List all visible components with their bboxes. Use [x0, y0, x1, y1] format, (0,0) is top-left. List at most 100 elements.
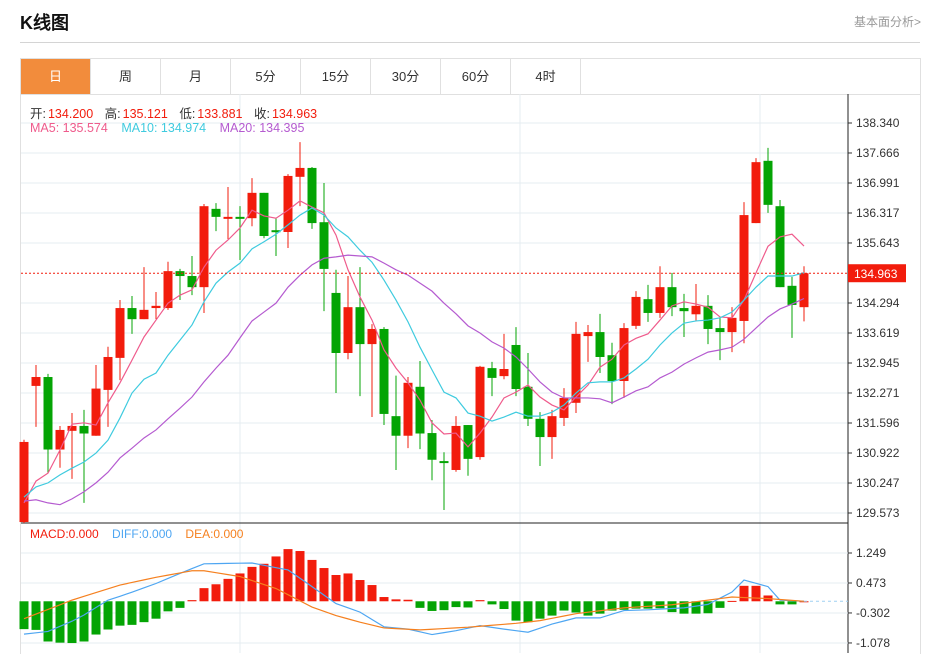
candle-body	[31, 377, 41, 386]
tab-day[interactable]: 日	[21, 59, 91, 95]
candle-body	[595, 332, 605, 357]
low-value: 133.881	[197, 107, 243, 121]
candle-body	[475, 366, 485, 458]
macd-legend: MACD:0.000 DIFF:0.000 DEA:0.000	[30, 527, 245, 541]
candle-body	[115, 308, 125, 358]
macd-bar	[463, 601, 473, 608]
macd-bar	[427, 601, 437, 611]
ma5-legend: MA5: 135.574	[30, 121, 108, 135]
macd-bar	[523, 601, 533, 623]
candle-body	[667, 287, 677, 308]
price-tick-label: 132.945	[856, 356, 900, 370]
candle-body	[643, 299, 653, 313]
macd-bar	[139, 601, 149, 623]
macd-bar	[451, 601, 461, 608]
macd-bar	[367, 585, 377, 602]
high-value: 135.121	[122, 107, 168, 121]
open-label: 开:	[30, 107, 46, 121]
candle-body	[151, 305, 161, 309]
macd-bar	[283, 549, 293, 602]
candle-body	[307, 167, 317, 224]
tab-30min[interactable]: 30分	[371, 59, 441, 95]
tab-month[interactable]: 月	[161, 59, 231, 95]
ohlc-legend: 开: 134.200 高: 135.121 低: 133.881 收: 134.963	[30, 103, 319, 122]
candle-body	[415, 386, 425, 434]
macd-bar	[127, 601, 137, 625]
candle-body	[787, 285, 797, 305]
macd-bar	[535, 601, 545, 619]
fundamental-analysis-link[interactable]: 基本面分析>	[853, 15, 921, 29]
macd-bar	[295, 551, 305, 602]
close-label: 收:	[253, 107, 270, 121]
tab-4hour[interactable]: 4时	[511, 59, 581, 95]
macd-bar	[739, 585, 749, 602]
candle-body	[739, 215, 749, 321]
macd-bar	[259, 563, 269, 602]
ma20-legend: MA20: 134.395	[219, 121, 305, 135]
macd-bar	[547, 601, 557, 616]
price-tick-label: 130.922	[856, 446, 900, 460]
macd-bar	[571, 601, 581, 613]
tab-15min[interactable]: 15分	[301, 59, 371, 95]
candle-body	[571, 333, 581, 403]
macd-bar	[115, 601, 125, 626]
price-tick-label: 137.666	[856, 146, 900, 160]
candle-body	[283, 175, 293, 232]
macd-bar	[703, 601, 713, 614]
candle-body	[391, 416, 401, 436]
macd-value: MACD:0.000	[30, 527, 99, 541]
candle-body	[559, 397, 569, 418]
candle-body	[67, 425, 77, 431]
dea-line	[23, 570, 805, 631]
macd-bar	[31, 601, 41, 630]
candle-body	[511, 344, 521, 390]
macd-bar	[79, 601, 89, 642]
period-tabs: 日 周 月 5分 15分 30分 60分 4时	[20, 58, 921, 95]
tab-5min[interactable]: 5分	[231, 59, 301, 95]
macd-bar	[307, 559, 317, 602]
tab-60min[interactable]: 60分	[441, 59, 511, 95]
candle-body	[103, 356, 113, 390]
tab-week[interactable]: 周	[91, 59, 161, 95]
macd-bar	[103, 601, 113, 630]
macd-bar	[751, 585, 761, 602]
macd-bar	[43, 601, 53, 642]
price-tick-label: 133.619	[856, 326, 900, 340]
macd-bar	[643, 601, 653, 609]
candle-body	[259, 192, 269, 236]
macd-bar	[667, 601, 677, 613]
candle-body	[403, 382, 413, 436]
open-value: 134.200	[47, 107, 94, 121]
macd-bar	[19, 601, 29, 630]
candle-body	[715, 328, 725, 333]
macd-bar	[499, 601, 509, 610]
macd-bar	[559, 601, 569, 611]
diff-line	[23, 562, 805, 636]
candle-body	[199, 206, 209, 288]
macd-bar	[235, 573, 245, 602]
macd-bar	[355, 580, 365, 602]
candle-body	[175, 271, 185, 277]
macd-tick-label: 0.473	[856, 576, 886, 590]
price-tick-label: 131.596	[856, 416, 900, 430]
macd-tick-label: 1.249	[856, 546, 886, 560]
candle-body	[355, 307, 365, 345]
macd-bar	[67, 601, 77, 644]
candle-body	[583, 332, 593, 337]
candle-body	[43, 377, 53, 450]
candle-body	[619, 328, 629, 382]
macd-bar	[271, 556, 281, 602]
macd-bar	[439, 601, 449, 611]
candle-body	[439, 461, 449, 464]
candle-body	[247, 192, 257, 219]
macd-bar	[475, 600, 485, 602]
candle-body	[499, 369, 509, 377]
ma10-line	[23, 207, 805, 498]
candle-body	[487, 368, 497, 378]
candle-body	[799, 273, 809, 308]
macd-bar	[163, 601, 173, 612]
candle-body	[703, 305, 713, 329]
macd-bar	[583, 601, 593, 616]
chart-container	[20, 94, 921, 654]
